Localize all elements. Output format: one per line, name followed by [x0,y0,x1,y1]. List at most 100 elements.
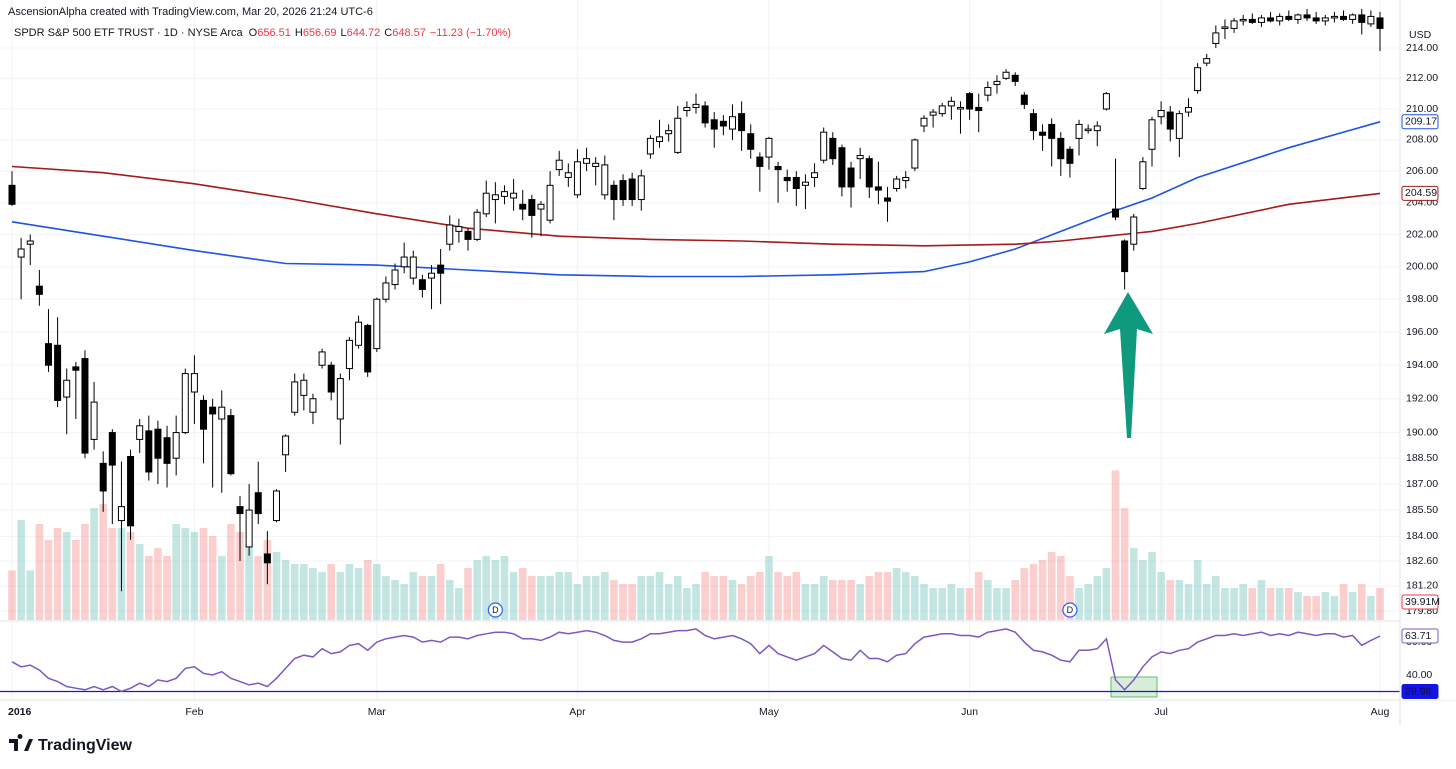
y-tick-label: 214.00 [1406,42,1438,54]
price-axis: 214.00212.00210.00208.00206.00204.00202.… [1401,42,1440,699]
candle-body [437,264,445,274]
candle-body [190,373,198,393]
candle-body [847,167,855,188]
volume-last-value: 39.91M [1405,596,1440,608]
ma-last-value-bg [1401,185,1439,201]
y-tick-label: 190.00 [1406,426,1438,438]
candle-body [418,279,426,290]
volume-bar [181,528,190,620]
y-tick-label: 212.00 [1406,72,1438,84]
candle-body [884,197,892,202]
grid [0,0,1400,700]
rsi-level-value: 29.98 [1405,685,1431,697]
logo-text: TradingView [38,737,133,754]
volume-bar [272,552,281,620]
volume-bar [236,532,244,620]
x-tick-label: Aug [1371,706,1390,718]
volume-bar [172,524,180,620]
candle-body [35,285,43,295]
candle-body [719,120,727,127]
moving-average [11,121,1381,278]
candle-body [1184,106,1192,113]
candle-body [1230,20,1238,29]
candle-body [1294,14,1302,20]
candle-body [163,437,171,464]
volume-bar [518,568,527,620]
candle-body [1221,26,1229,29]
volume-bar [318,572,326,620]
candle-body [473,211,481,240]
ohlc-change: −11.23 (−1.70%) [430,27,511,39]
x-tick-label: Jul [1154,706,1167,718]
y-tick-label: 196.00 [1406,326,1438,338]
candle-body [300,379,308,396]
y-tick-label: 182.60 [1406,555,1438,567]
volume-bar [892,568,901,620]
candle-body [820,131,828,161]
candle-body [756,156,764,167]
candle-body [1029,113,1037,132]
candle-body [811,172,819,178]
volume-bar [1166,580,1175,620]
ma-last-value: 204.59 [1405,187,1437,199]
candle-body [874,186,882,191]
volume-bar [154,548,162,620]
candle-body [200,399,208,430]
candle-body [1267,17,1275,22]
volume-bar [135,544,144,620]
candle-body [1376,17,1384,29]
candle-body [446,224,454,245]
volume-bar [436,564,445,620]
volume-bar [90,508,98,620]
volume-bar [1111,470,1120,620]
candle-body [774,165,782,171]
candle-body [482,192,490,215]
candle-body [409,256,417,279]
rsi-last-value-bg [1401,628,1439,644]
candle-body [674,117,682,153]
volume-bar [81,524,89,620]
candle-body [920,117,928,127]
credit: AscensionAlpha created with TradingView.… [8,6,373,18]
candle-body [929,111,937,116]
candle-body [336,378,344,420]
candle-body [984,87,992,96]
volume-pane [8,470,1384,620]
candle-body [309,398,317,413]
candle-body [500,191,508,197]
ohlc-value: 644.72 [347,27,381,39]
volume-bar [938,588,947,620]
candle-body [938,105,946,115]
volume-bar [728,580,737,620]
candle-body [136,425,144,440]
volume-bar [1275,588,1284,620]
volume-bar [601,572,609,620]
volume-bar [491,560,500,620]
candle-body [1321,17,1329,22]
ohlc-key: C [384,27,392,39]
volume-bar [99,504,107,620]
rsi-level-value-bg [1401,683,1439,699]
volume-bar [418,576,427,620]
candle-body [318,351,326,366]
rsi-last-value: 63.71 [1405,630,1431,642]
volume-bar [637,576,646,620]
candle-body [355,321,363,346]
volume-bar [427,576,436,620]
logo-icon [9,734,33,751]
volume-bar [564,572,573,620]
volume-bar [1075,588,1083,620]
candle-body [893,178,901,189]
candle-body [956,106,964,110]
volume-bar [537,576,545,620]
volume-bar [1312,596,1320,620]
y-tick-label: 198.00 [1406,293,1438,305]
x-tick-label: Apr [569,706,586,718]
candle-body [172,432,180,459]
volume-last-value-bg [1401,594,1439,610]
volume-bar [692,584,700,620]
volume-bar [646,576,655,620]
x-tick-label: Feb [185,706,203,718]
volume-bar [710,576,719,620]
